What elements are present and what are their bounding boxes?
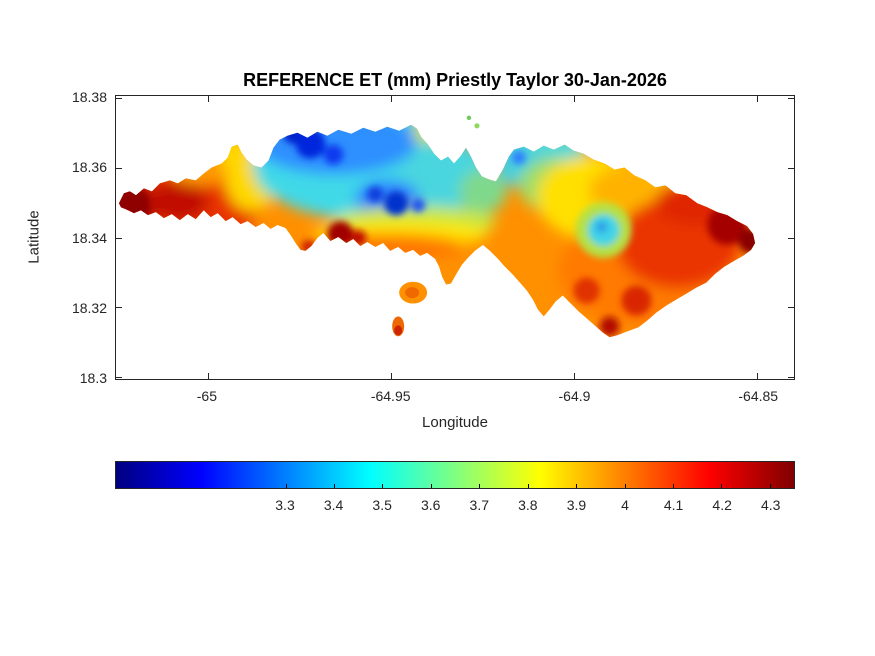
y-tick-label: 18.38: [71, 88, 107, 105]
island-st-thomas: [118, 124, 756, 338]
southern-islets: [392, 281, 428, 337]
x-axis-tick-labels: -65 -64.95 -64.9 -64.85: [115, 384, 795, 404]
chart-title: REFERENCE ET (mm) Priestly Taylor 30-Jan…: [243, 70, 667, 90]
y-axis-tick-labels: 18.38 18.36 18.34 18.32 18.3: [0, 89, 107, 386]
x-tick-mark: [574, 373, 576, 379]
contour-map: [118, 115, 756, 338]
y-tick-label: 18.32: [71, 299, 107, 316]
y-tick-mark: [116, 97, 122, 99]
colorbar-tick-mark: [479, 484, 481, 488]
colorbar-tick-label: 3.6: [420, 497, 441, 513]
colorbar-tick-mark: [430, 484, 432, 488]
colorbar-tick-label: 3.4: [323, 497, 344, 513]
colorbar-tick-label: 3.3: [275, 497, 295, 513]
plot-area: [115, 95, 795, 380]
y-tick-mark: [116, 307, 122, 309]
y-tick-label: 18.34: [71, 229, 107, 246]
x-tick-mark: [207, 373, 209, 379]
colorbar-tick-label: 4.2: [712, 497, 732, 513]
x-tick-mark: [757, 96, 759, 102]
colorbar-tick-label: 4.1: [663, 497, 684, 513]
colorbar-tick-mark: [285, 484, 287, 488]
y-tick-mark: [116, 237, 122, 239]
y-tick-mark: [788, 307, 794, 309]
colorbar-tick-label: 3.8: [518, 497, 538, 513]
colorbar-tick-mark: [333, 484, 335, 488]
y-tick-mark: [788, 167, 794, 169]
x-tick-label: -65: [196, 388, 218, 404]
colorbar-tick-label: 3.5: [372, 497, 392, 513]
y-tick-mark: [116, 377, 122, 379]
colorbar-tick-mark: [672, 484, 674, 488]
colorbar: [115, 461, 795, 489]
colorbar-tick-label: 4: [621, 497, 629, 513]
x-tick-mark: [574, 96, 576, 102]
y-tick-label: 18.36: [71, 159, 107, 176]
offshore-cays: [466, 115, 480, 129]
y-tick-mark: [788, 97, 794, 99]
colorbar-tick-mark: [382, 484, 384, 488]
y-tick-label: 18.3: [79, 370, 107, 387]
colorbar-tick-mark: [721, 484, 723, 488]
colorbar-tick-mark: [576, 484, 578, 488]
colorbar-tick-mark: [624, 484, 626, 488]
colorbar-tick-label: 3.9: [566, 497, 587, 513]
x-tick-mark: [390, 96, 392, 102]
y-tick-mark: [116, 167, 122, 169]
colorbar-tick-label: 3.7: [469, 497, 490, 513]
x-tick-label: -64.95: [370, 388, 411, 404]
x-tick-label: -64.85: [738, 388, 779, 404]
colorbar-tick-label: 4.3: [760, 497, 781, 513]
x-axis-label: Longitude: [422, 414, 488, 431]
y-tick-mark: [788, 377, 794, 379]
colorbar-tick-mark: [769, 484, 771, 488]
x-tick-mark: [390, 373, 392, 379]
x-tick-label: -64.9: [558, 388, 591, 404]
x-tick-mark: [757, 373, 759, 379]
y-tick-mark: [788, 237, 794, 239]
x-tick-mark: [207, 96, 209, 102]
colorbar-tick-labels: 3.3 3.4 3.5 3.6 3.7 3.8 3.9 4 4.1 4.2 4.3: [115, 493, 795, 513]
colorbar-tick-mark: [527, 484, 529, 488]
